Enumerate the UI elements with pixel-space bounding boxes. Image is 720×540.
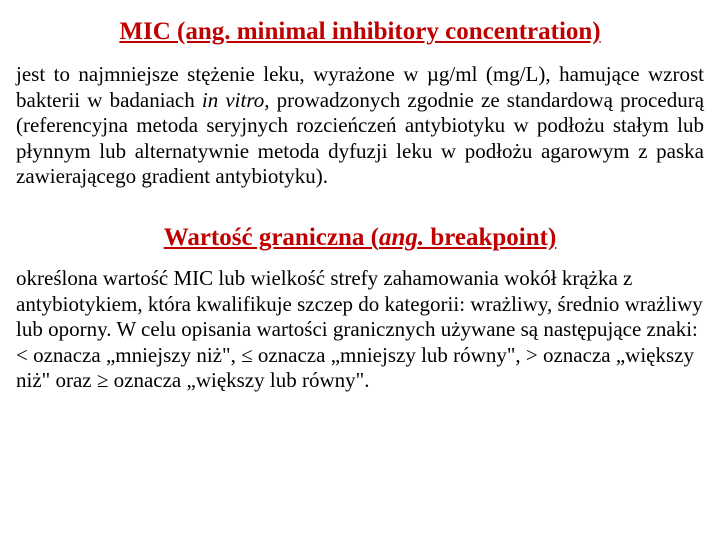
para2-text: określona wartość MIC lub wielkość stref… (16, 266, 703, 392)
document-page: MIC (ang. minimal inhibitory concentrati… (0, 0, 720, 394)
heading-breakpoint-pre: Wartość graniczna ( (164, 224, 379, 251)
heading-breakpoint-em: ang. (379, 224, 424, 251)
paragraph-mic-definition: jest to najmniejsze stężenie leku, wyraż… (16, 62, 704, 190)
heading-mic-text: MIC (ang. minimal inhibitory concentrati… (119, 18, 600, 45)
heading-breakpoint-post: breakpoint) (424, 224, 556, 251)
para1-invitro: in vitro, (202, 88, 270, 112)
heading-mic: MIC (ang. minimal inhibitory concentrati… (16, 18, 704, 46)
paragraph-breakpoint-definition: określona wartość MIC lub wielkość stref… (16, 266, 704, 394)
heading-breakpoint: Wartość graniczna (ang. breakpoint) (16, 224, 704, 252)
